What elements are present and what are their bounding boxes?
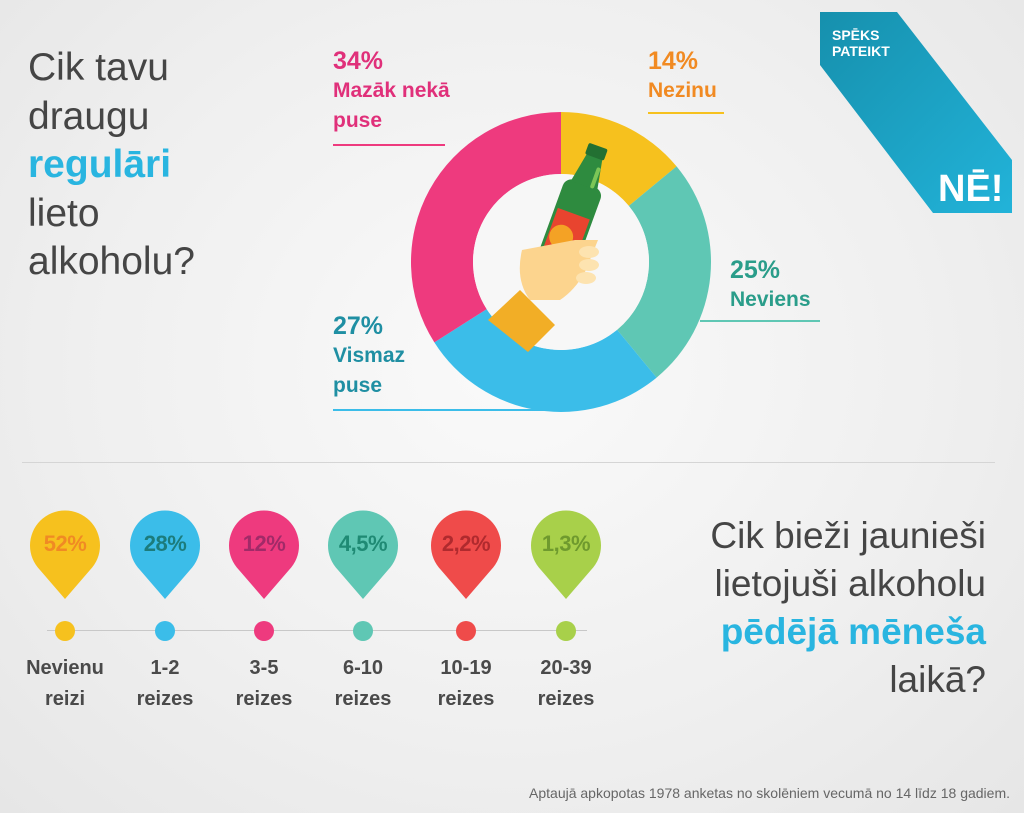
timeline-dot	[155, 621, 175, 641]
pin-marker: 12%	[228, 509, 300, 601]
section-divider	[22, 462, 995, 463]
pin-value: 12%	[242, 531, 286, 556]
timeline-dot	[353, 621, 373, 641]
slice-name: puse	[333, 109, 383, 132]
slice-percent: 14%	[648, 47, 699, 75]
donut-slice-mazāk-nekā-puse	[411, 112, 561, 343]
category-label-line: 1-2	[150, 657, 180, 679]
category-label-line: 20-39	[540, 657, 592, 679]
slice-percent: 25%	[730, 256, 781, 284]
timeline-line	[47, 630, 587, 631]
donut-slice-nezinu	[561, 112, 677, 206]
category-label: 20-39 reizes	[511, 653, 621, 715]
pin-marker: 28%	[129, 509, 201, 601]
slice-name: Nezinu	[648, 79, 717, 102]
pin-marker: 1,3%	[530, 509, 602, 601]
logo: SPĒKS PATEIKT NĒ!	[820, 12, 1012, 213]
slice-name: puse	[333, 374, 383, 397]
title-line: laikā?	[889, 659, 986, 700]
question-frequency-title: Cik bieži jaunieši lietojuši alkoholu pē…	[710, 512, 986, 704]
pin-value: 2,2%	[441, 531, 491, 556]
pin-value: 52%	[43, 531, 87, 556]
pin-value: 1,3%	[541, 531, 591, 556]
category-label-line: reizes	[136, 688, 194, 710]
slice-label-vismaz: 27% Vismaz puse	[333, 311, 405, 401]
category-label-line: 3-5	[249, 657, 279, 679]
question-friends-title: Cik tavu draugu regulāri lieto alkoholu?	[28, 44, 195, 287]
title-line: lietojuši alkoholu	[714, 563, 986, 604]
timeline-dot	[254, 621, 274, 641]
category-label: 1-2 reizes	[110, 653, 220, 715]
title-line: Cik bieži jaunieši	[710, 515, 986, 556]
title-line: lieto	[28, 191, 100, 235]
title-highlight: pēdējā mēneša	[720, 611, 986, 652]
category-label-line: reizes	[437, 688, 495, 710]
hand-holding-bottle-icon	[488, 143, 608, 352]
slice-label-nezinu: 14% Nezinu	[648, 46, 717, 106]
title-line: draugu	[28, 94, 150, 138]
slice-label-mazak: 34% Mazāk nekā puse	[333, 46, 450, 136]
title-line: Cik tavu	[28, 46, 169, 89]
title-line: alkoholu?	[28, 240, 195, 283]
timeline-dot	[556, 621, 576, 641]
category-label: 3-5 reizes	[209, 653, 319, 715]
slice-percent: 27%	[333, 312, 384, 340]
category-label-line: reizi	[44, 688, 86, 710]
leader-line	[333, 409, 563, 411]
timeline-dot	[55, 621, 75, 641]
category-label: Nevienu reizi	[10, 653, 120, 715]
donut-slice-neviens	[617, 166, 711, 378]
slice-name: Neviens	[730, 288, 811, 311]
category-label-line: 10-19	[440, 657, 492, 679]
category-label: 10-19 reizes	[411, 653, 521, 715]
logo-text: PATEIKT	[832, 43, 890, 59]
logo-text: SPĒKS	[832, 27, 879, 43]
timeline-dot	[456, 621, 476, 641]
pin-marker: 52%	[29, 509, 101, 601]
leader-line	[333, 144, 445, 146]
category-label-line: reizes	[235, 688, 293, 710]
slice-name: Mazāk nekā	[333, 79, 450, 102]
category-label: 6-10 reizes	[308, 653, 418, 715]
leader-line	[700, 320, 820, 322]
title-highlight: regulāri	[28, 143, 172, 186]
category-label-line: reizes	[334, 688, 392, 710]
slice-name: Vismaz	[333, 344, 405, 367]
category-label-line: 6-10	[342, 657, 384, 679]
leader-line	[648, 112, 724, 114]
pin-value: 4,5%	[338, 531, 388, 556]
pin-marker: 2,2%	[430, 509, 502, 601]
logo-text: NĒ!	[938, 168, 1003, 210]
slice-label-neviens: 25% Neviens	[730, 255, 811, 315]
slice-percent: 34%	[333, 47, 384, 75]
pin-value: 28%	[143, 531, 187, 556]
footnote: Aptaujā apkopotas 1978 anketas no skolēn…	[529, 785, 1010, 801]
category-label-line: Nevienu	[26, 657, 104, 679]
category-label-line: reizes	[537, 688, 595, 710]
donut-slice-vismaz-puse	[434, 309, 657, 412]
pin-marker: 4,5%	[327, 509, 399, 601]
